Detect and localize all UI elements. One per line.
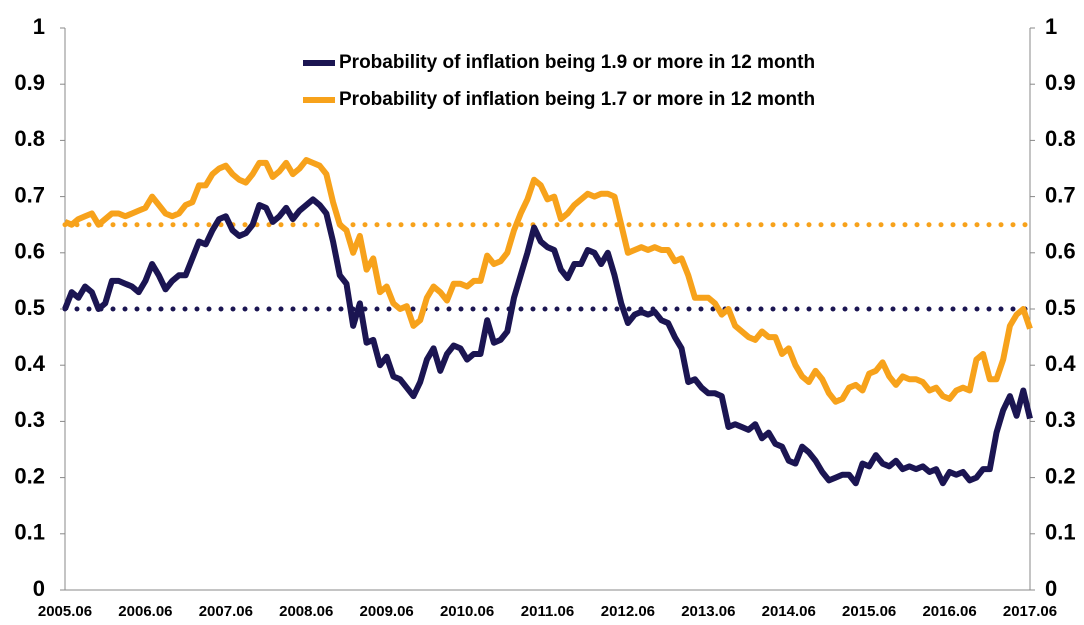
- legend-label: Probability of inflation being 1.9 or mo…: [339, 52, 815, 73]
- y2-tick-label: 0.2: [1045, 463, 1076, 488]
- y-tick-label: 0.2: [14, 463, 45, 488]
- x-tick-label: 2012.06: [601, 603, 655, 620]
- x-tick-label: 2016.06: [922, 603, 976, 620]
- y-tick-label: 0.1: [14, 520, 45, 545]
- y-tick-label: 0.3: [14, 407, 45, 432]
- x-tick-label: 2006.06: [118, 603, 172, 620]
- x-tick-label: 2010.06: [440, 603, 494, 620]
- x-tick-label: 2007.06: [199, 603, 253, 620]
- y2-tick-label: 0.9: [1045, 70, 1076, 95]
- y2-tick-label: 0.3: [1045, 407, 1076, 432]
- y-tick-label: 0.6: [14, 239, 45, 264]
- x-tick-label: 2011.06: [521, 603, 574, 620]
- y2-tick-label: 0.5: [1045, 295, 1076, 320]
- y2-tick-label: 0.4: [1045, 351, 1076, 376]
- y-tick-label: 0.8: [14, 126, 45, 151]
- y2-tick-label: 0.7: [1045, 182, 1076, 207]
- y2-tick-label: 0.1: [1045, 520, 1076, 545]
- y-tick-label: 0: [33, 576, 45, 601]
- y-tick-label: 0.5: [14, 295, 45, 320]
- y-tick-label: 0.9: [14, 70, 45, 95]
- y2-tick-label: 0: [1045, 576, 1057, 601]
- y-tick-label: 0.4: [14, 351, 45, 376]
- series-line: [63, 157, 1033, 405]
- x-tick-label: 2017.06: [1003, 603, 1057, 620]
- y-tick-label: 0.7: [14, 182, 45, 207]
- x-tick-label: 2015.06: [842, 603, 896, 620]
- x-tick-label: 2013.06: [681, 603, 735, 620]
- x-tick-label: 2005.06: [38, 603, 92, 620]
- y2-tick-label: 1: [1045, 14, 1057, 39]
- x-tick-label: 2009.06: [360, 603, 414, 620]
- x-tick-label: 2008.06: [279, 603, 333, 620]
- y2-tick-label: 0.6: [1045, 239, 1076, 264]
- y-tick-label: 1: [33, 14, 45, 39]
- series-line: [62, 196, 1033, 487]
- y2-tick-label: 0.8: [1045, 126, 1076, 151]
- x-tick-label: 2014.06: [762, 603, 816, 620]
- legend-label: Probability of inflation being 1.7 or mo…: [339, 89, 815, 110]
